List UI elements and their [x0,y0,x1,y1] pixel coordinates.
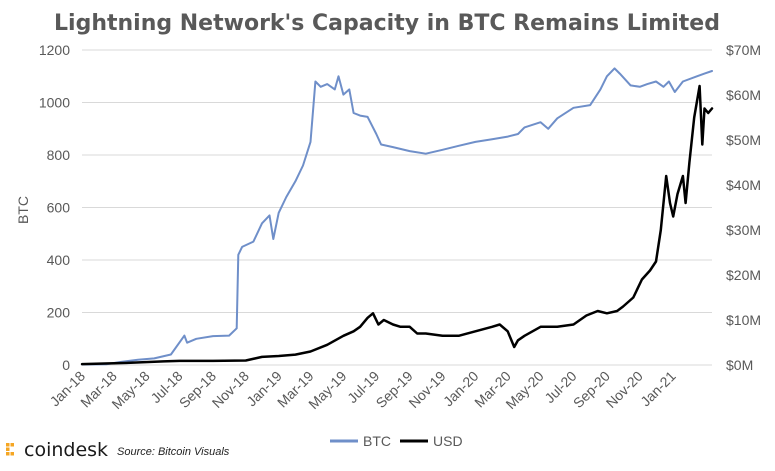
series-lines [80,67,714,366]
series-line-usd [80,84,714,366]
y2-tick-label: $0M [726,357,753,373]
y-tick-label: 600 [47,200,71,216]
legend: BTC USD [330,433,463,449]
source-note: Source: Bitcoin Visuals [117,446,230,458]
y-tick-label: 400 [47,252,71,268]
y2-tick-label: $20M [726,267,761,283]
coindesk-logo-icon [6,443,14,456]
y2-tick-label: $10M [726,312,761,328]
gridlines [82,49,712,366]
y2-tick-label: $50M [726,132,761,148]
y-tick-label: 200 [47,305,71,321]
y-tick-label: 1200 [39,42,70,58]
y-tick-label: 800 [47,147,71,163]
left-axis-ticks: 0 200 400 600 800 1000 1200 [39,42,70,373]
series-line-btc [81,67,713,366]
x-axis-ticks: Jan-18Mar-18May-18Jul-18Sep-18Nov-18Jan-… [47,368,679,412]
brand-footer: coindesk Source: Bitcoin Visuals [6,439,230,461]
y2-tick-label: $30M [726,222,761,238]
y2-tick-label: $60M [726,87,761,103]
y-tick-label: 0 [62,357,70,373]
legend-label-btc: BTC [363,433,391,449]
legend-label-usd: USD [433,433,463,449]
x-tick-label: May-20 [502,368,546,412]
y-axis-label: BTC [15,196,31,224]
y2-tick-label: $70M [726,42,761,58]
x-tick-label: Nov-19 [405,368,448,411]
coindesk-logo-text: coindesk [24,439,108,461]
y2-tick-label: $40M [726,177,761,193]
chart-title: Lightning Network's Capacity in BTC Rema… [54,11,720,36]
y-tick-label: 1000 [39,95,70,111]
x-tick-label: Jan-21 [637,368,679,410]
x-tick-label: Nov-18 [209,368,252,411]
right-axis-ticks: $0M $10M $20M $30M $40M $50M $60M $70M [726,42,761,373]
x-tick-label: May-18 [108,368,152,412]
x-tick-label: Nov-20 [603,368,646,411]
